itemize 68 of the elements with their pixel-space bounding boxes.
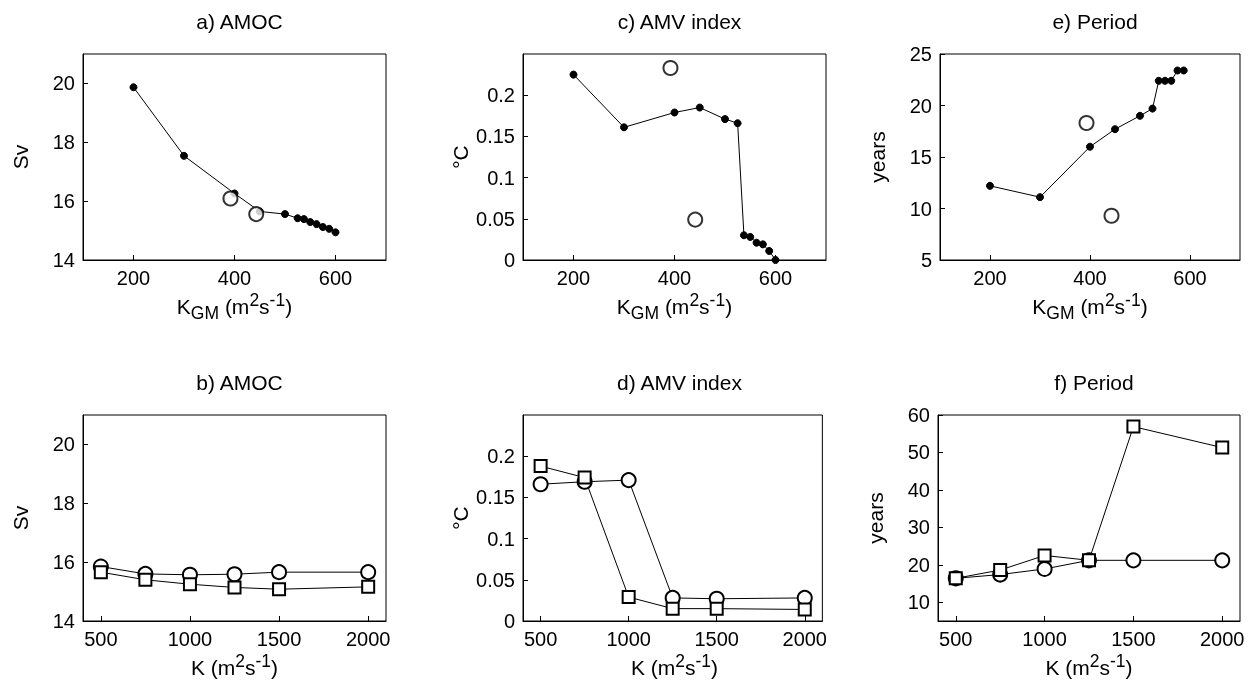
- y-tick-label: 16: [52, 190, 75, 213]
- chart-title: b) AMOC: [196, 371, 283, 394]
- chart-title: a) AMOC: [196, 10, 283, 33]
- y-tick-label: 10: [907, 591, 930, 614]
- y-tick-label: 0: [503, 249, 515, 271]
- y-tick-label: 20: [52, 433, 75, 456]
- x-tick-label: 400: [1073, 267, 1107, 289]
- y-tick-label: 0.15: [476, 125, 515, 148]
- x-tick-label: 200: [973, 267, 1007, 289]
- x-tick-label: 1500: [256, 628, 302, 650]
- y-tick-label: 0.2: [487, 84, 515, 107]
- x-tick-label: 2000: [345, 628, 391, 650]
- y-tick-label: 30: [907, 516, 930, 539]
- y-tick-label: 20: [52, 72, 75, 95]
- x-axis-title: K$_{GM}$ (m$^{2}$s$^{-1}$): [615, 290, 734, 325]
- chart-title: d) AMV index: [617, 371, 743, 394]
- y-tick-label: 0.05: [476, 568, 515, 591]
- x-axis-title: K$_{GM}$ (m$^{2}$s$^{-1}$): [175, 290, 294, 325]
- y-axis-title: °C: [449, 506, 473, 530]
- x-tick-label: 2000: [782, 628, 827, 650]
- y-tick-label: 40: [907, 478, 930, 501]
- y-tick-label: 0.15: [476, 486, 515, 509]
- y-tick-label: 0.1: [487, 166, 515, 189]
- x-axis-title: K (m$^{2}$s$^{-1}$): [189, 651, 280, 680]
- y-tick-label: 5: [920, 249, 932, 271]
- x-tick-label: 600: [758, 267, 793, 289]
- x-tick-label: 200: [556, 267, 591, 289]
- x-tick-label: 600: [1173, 267, 1207, 289]
- x-tick-label: 1000: [1022, 628, 1067, 650]
- x-axis-title: K (m$^{2}$s$^{-1}$): [629, 651, 720, 680]
- x-tick-label: 400: [657, 267, 692, 289]
- x-tick-label: 600: [318, 267, 353, 289]
- y-axis-title: Sv: [9, 144, 33, 170]
- y-tick-label: 10: [909, 197, 932, 220]
- y-tick-label: 25: [909, 43, 932, 65]
- y-tick-label: 15: [909, 146, 932, 168]
- y-axis-title: years: [866, 131, 890, 183]
- x-tick-label: 500: [523, 628, 558, 650]
- y-tick-label: 0.05: [476, 207, 515, 230]
- x-tick-label: 2000: [1199, 628, 1245, 650]
- chart-title: c) AMV index: [617, 10, 742, 33]
- y-tick-label: 16: [52, 551, 75, 574]
- y-tick-label: 0: [503, 610, 515, 632]
- chart-title: e) Period: [1052, 10, 1138, 33]
- y-tick-label: 20: [909, 94, 932, 117]
- y-tick-label: 50: [907, 441, 930, 464]
- y-tick-label: 18: [52, 492, 75, 515]
- y-tick-label: 18: [52, 131, 75, 154]
- x-tick-label: 1000: [606, 628, 651, 650]
- x-tick-label: 500: [939, 628, 973, 650]
- y-tick-label: 14: [52, 610, 75, 632]
- chart-title: f) Period: [1054, 371, 1134, 394]
- y-tick-label: 14: [52, 249, 75, 271]
- x-axis-title: K (m$^{2}$s$^{-1}$): [1044, 651, 1134, 680]
- y-axis-title: years: [864, 492, 888, 544]
- x-axis-title: K$_{GM}$ (m$^{2}$s$^{-1}$): [1031, 290, 1149, 325]
- x-tick-label: 200: [116, 267, 151, 289]
- x-tick-label: 400: [217, 267, 252, 289]
- y-tick-label: 20: [907, 553, 930, 576]
- y-tick-label: 0.2: [487, 445, 515, 468]
- y-axis-title: Sv: [9, 505, 33, 531]
- y-tick-label: 60: [907, 404, 930, 426]
- x-tick-label: 500: [84, 628, 118, 650]
- x-tick-label: 1500: [694, 628, 739, 650]
- y-axis-title: °C: [449, 145, 473, 169]
- y-tick-label: 0.1: [487, 527, 515, 550]
- x-tick-label: 1500: [1111, 628, 1156, 650]
- x-tick-label: 1000: [167, 628, 213, 650]
